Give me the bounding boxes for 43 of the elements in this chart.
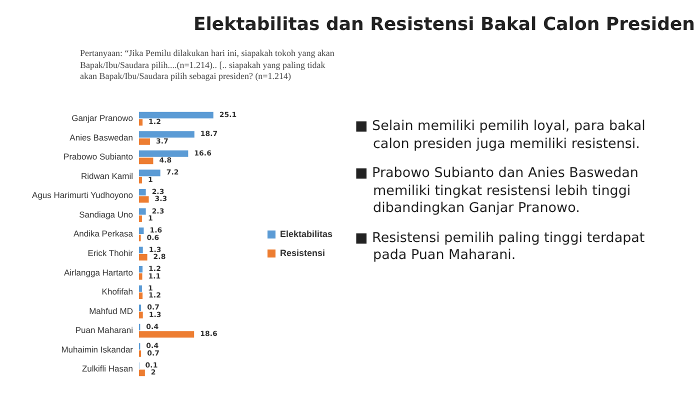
y-tick-label: Puan Maharani: [75, 325, 134, 336]
bar: [139, 196, 149, 203]
y-tick-label: Erick Thohir: [88, 248, 134, 258]
bar: [139, 285, 142, 292]
chart-subtitle: Pertanyaan: “Jika Pemilu dilakukan hari ini, siapakah tokoh yang akan Bapak/Ibu/Saudara pilih....(n=1.214).. [.. siapakah yang paling tidak akan Bapak/Ibu/Saudara pilih sebagai presiden? (n=1.214): [80, 48, 336, 84]
y-tick-label: Mahfud MD: [89, 306, 133, 316]
text: ■ Resistensi pemilih paling tinggi terdapat pada Puan Maharani.: [355, 230, 646, 265]
y-tick-label: Muhaimin Iskandar: [61, 344, 134, 354]
y-tick-label: Khofifah: [102, 286, 134, 297]
y-tick-label: Zulkifli Hasan: [82, 364, 134, 374]
bar: [139, 292, 143, 300]
bar: [139, 266, 143, 273]
text: ■ Prabowo Subianto dan Anies Baswedan memiliki tingkat resistensi lebih tinggi dibandingkan Ganjar Pranowo.: [355, 165, 640, 218]
bar: [139, 208, 146, 215]
y-tick-label: Agus Harimurti Yudhoyono: [32, 190, 134, 200]
legend-label: Elektabilitas: [280, 228, 333, 239]
text: Elektabilitas dan Resistensi Bakal Calon Presiden: [192, 14, 695, 35]
bar: [139, 138, 150, 145]
bar: [139, 119, 143, 126]
bar: [139, 150, 188, 157]
y-tick-label: Prabowo Subianto: [64, 152, 134, 162]
bar: [139, 158, 154, 164]
y-tick-label: Ridwan Kamil: [81, 170, 134, 181]
text: ■ Selain memiliki pemilih loyal, para bakal calon presiden juga memiliki resistensi.: [355, 118, 646, 154]
y-tick-label: Anies Baswedan: [70, 132, 134, 142]
bar: [139, 176, 142, 184]
bar: [139, 312, 143, 318]
bar: [139, 246, 143, 254]
bar: [139, 228, 144, 234]
bar: [139, 331, 194, 338]
bar: [139, 170, 160, 176]
y-tick-label: Ganjar Pranowo: [72, 113, 134, 124]
legend-label: Resistensi: [280, 248, 326, 258]
bar: [139, 131, 194, 138]
y-tick-label: Andika Perkasa: [73, 228, 134, 239]
bar: [139, 273, 142, 280]
y-tick-label: Airlangga Hartarto: [64, 267, 134, 278]
bar: [139, 112, 214, 118]
bar: [139, 188, 146, 196]
y-tick-label: Sandiaga Uno: [79, 209, 134, 220]
bar: [139, 370, 145, 376]
bar: [139, 254, 148, 260]
bar: [139, 215, 142, 222]
